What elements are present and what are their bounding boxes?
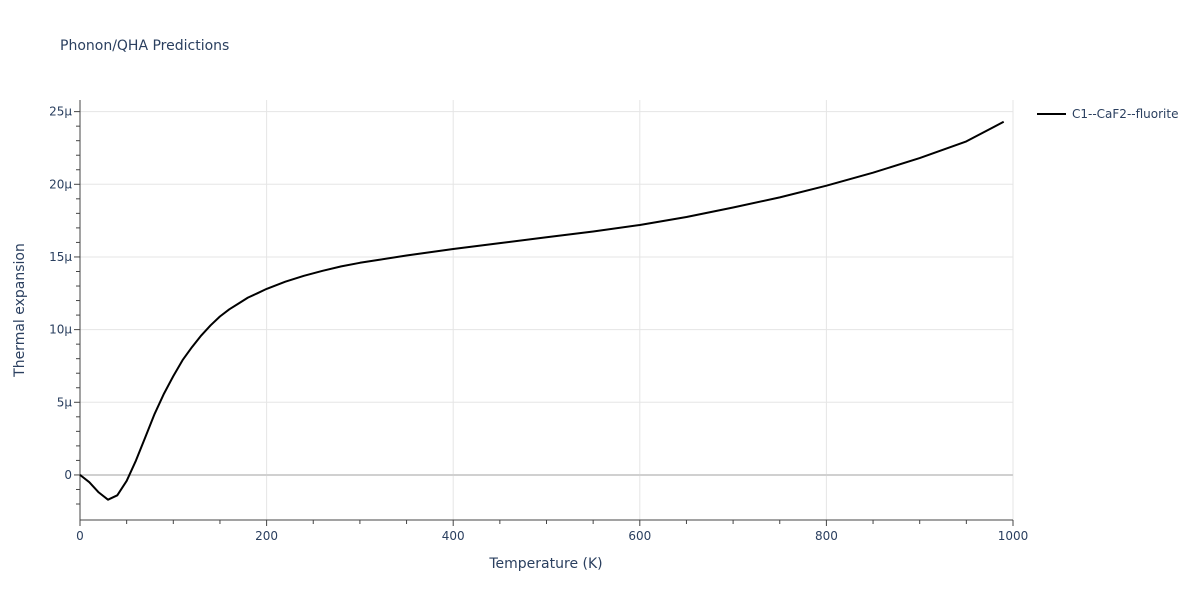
legend[interactable]: C1--CaF2--fluorite	[1037, 107, 1178, 121]
chart-title: Phonon/QHA Predictions	[60, 38, 229, 54]
x-tick-label: 200	[255, 529, 278, 543]
x-tick-label: 0	[76, 529, 84, 543]
y-tick-label: 0	[64, 468, 72, 482]
x-tick-label: 1000	[998, 529, 1029, 543]
y-tick-label: 25μ	[49, 105, 72, 119]
y-tick-label: 15μ	[49, 250, 72, 264]
x-tick-label: 800	[815, 529, 838, 543]
grid	[80, 100, 1014, 520]
y-tick-label: 5μ	[57, 395, 73, 409]
x-axis-title: Temperature (K)	[488, 556, 602, 572]
x-tick-label: 400	[442, 529, 465, 543]
y-axis-title: Thermal expansion	[12, 243, 28, 378]
series-line	[79, 120, 1005, 501]
y-tick-label: 20μ	[49, 177, 72, 191]
axes: 0 200 400 600 800 1000 0 5μ 10μ 15μ 20μ 25μ	[49, 100, 1028, 543]
legend-label[interactable]: C1--CaF2--fluorite	[1072, 107, 1178, 121]
x-tick-label: 600	[628, 529, 651, 543]
plot-area	[79, 120, 1005, 501]
y-tick-label: 10μ	[49, 323, 72, 337]
